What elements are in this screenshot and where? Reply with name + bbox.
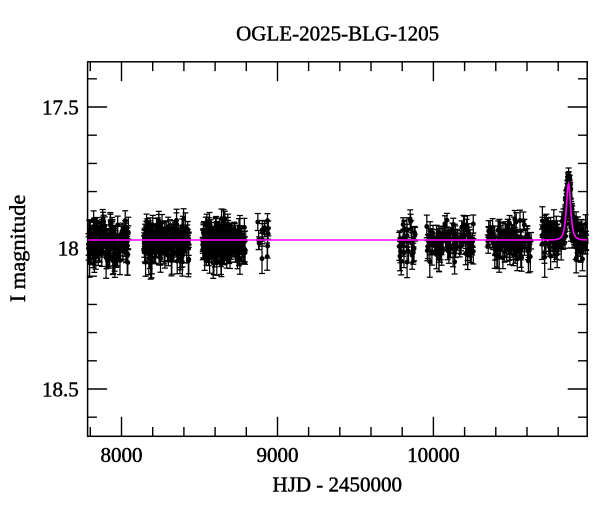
svg-text:9000: 9000 [257,443,299,467]
svg-text:18: 18 [58,236,79,260]
svg-text:10000: 10000 [407,443,460,467]
svg-text:HJD - 2450000: HJD - 2450000 [273,472,403,496]
svg-text:OGLE-2025-BLG-1205: OGLE-2025-BLG-1205 [236,22,439,46]
svg-text:18.5: 18.5 [42,377,79,401]
svg-text:I magnitude: I magnitude [5,195,30,303]
svg-text:8000: 8000 [101,443,143,467]
svg-text:17.5: 17.5 [42,95,79,119]
